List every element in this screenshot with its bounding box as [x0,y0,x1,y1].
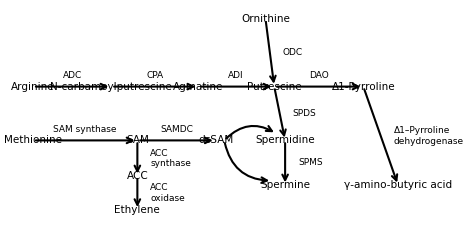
Text: N-carbamoylputrescine: N-carbamoylputrescine [50,81,172,91]
Text: SAMDC: SAMDC [160,125,193,134]
Text: SPDS: SPDS [293,109,317,118]
Text: ODC: ODC [283,48,303,57]
Text: Δ1–Pyrroline
dehydrogenase: Δ1–Pyrroline dehydrogenase [394,126,464,146]
Text: Agmatine: Agmatine [173,81,223,91]
Text: CPA: CPA [146,71,164,80]
Text: γ-amino-butyric acid: γ-amino-butyric acid [344,180,452,190]
Text: ACC
oxidase: ACC oxidase [150,183,185,203]
Text: DAO: DAO [309,71,328,80]
Text: Δ1-Pyrroline: Δ1-Pyrroline [331,81,395,91]
Text: Spermidine: Spermidine [255,136,315,146]
Text: dcSAM: dcSAM [198,136,233,146]
Text: Methionine: Methionine [4,136,62,146]
Text: Ornithine: Ornithine [241,14,290,24]
Text: ADC: ADC [63,71,82,80]
Text: Ethylene: Ethylene [115,205,160,215]
Text: SPMS: SPMS [298,158,323,167]
Text: ADI: ADI [228,71,244,80]
Text: ACC: ACC [127,171,148,181]
Text: Putrescine: Putrescine [247,81,301,91]
Text: SAM synthase: SAM synthase [54,125,117,134]
Text: Spermine: Spermine [260,180,310,190]
Text: SAM: SAM [126,136,149,146]
Text: ACC
synthase: ACC synthase [150,149,191,168]
Text: Arginine: Arginine [11,81,55,91]
